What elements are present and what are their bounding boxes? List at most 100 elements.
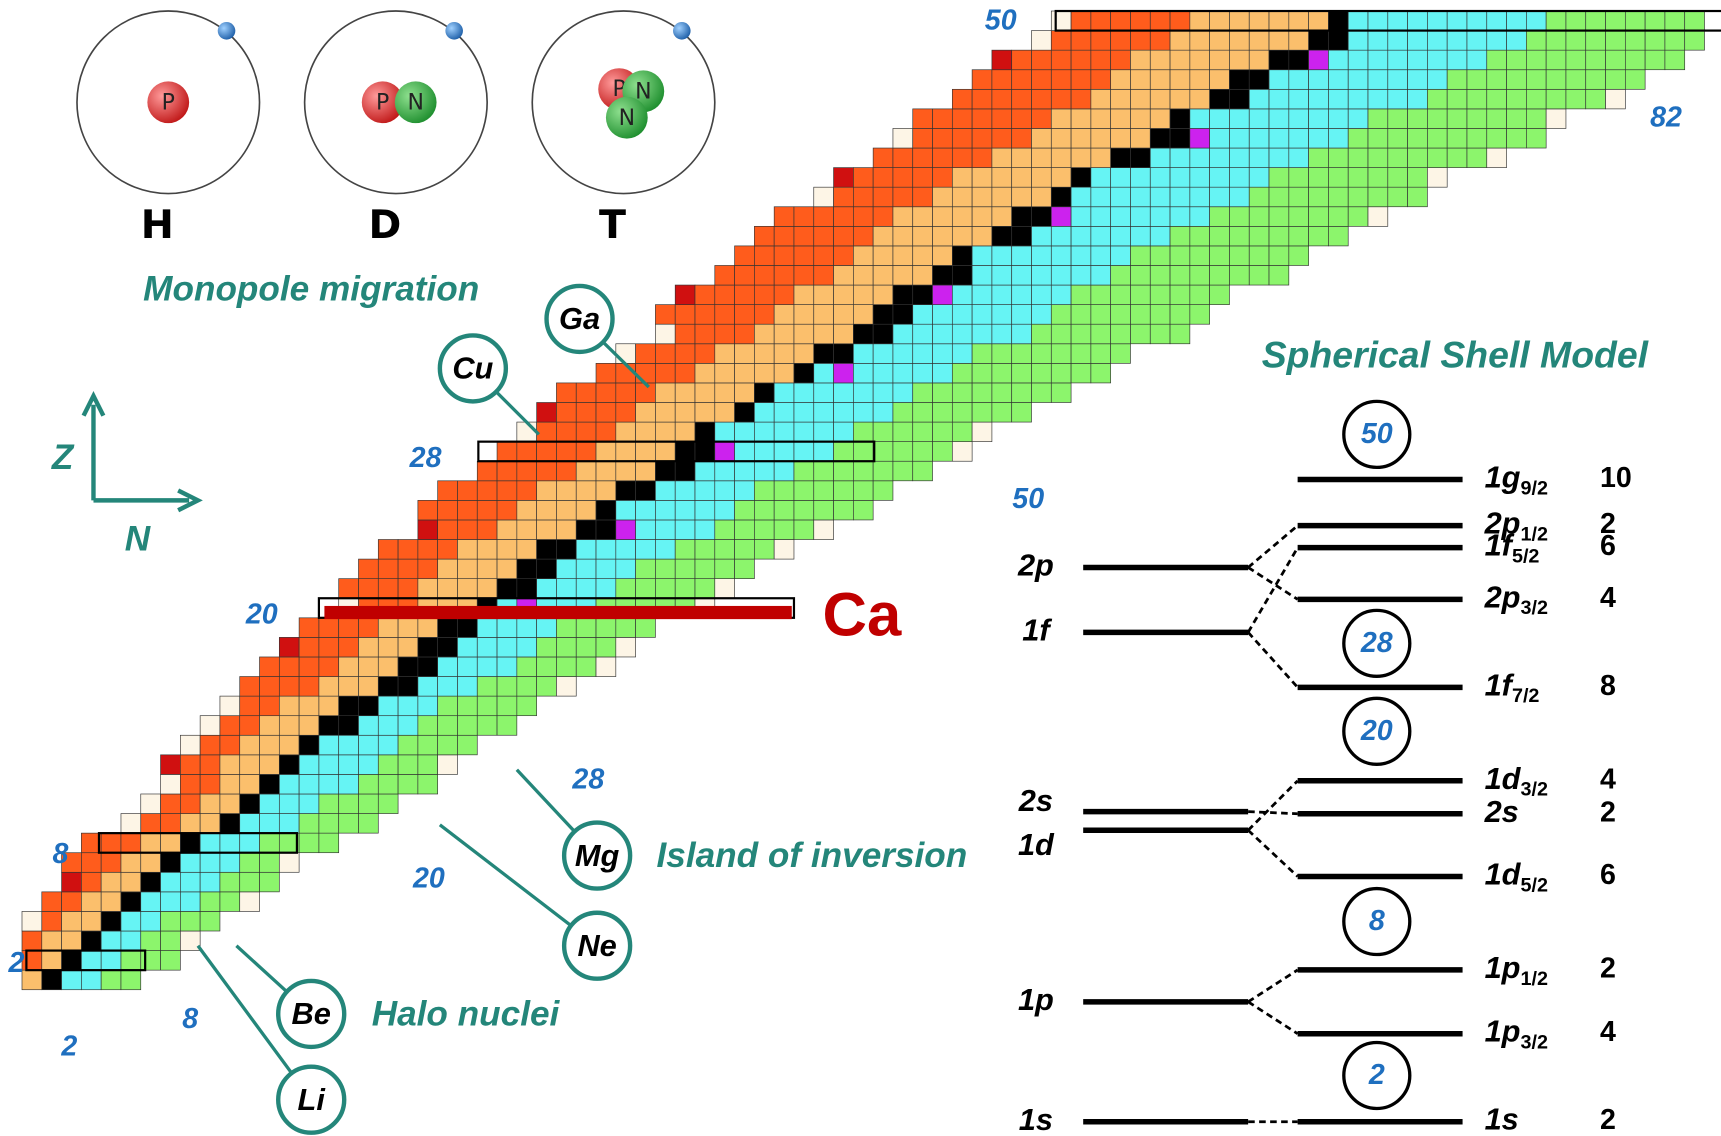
nuclide-cell <box>378 618 398 638</box>
nuclide-cell <box>636 461 656 481</box>
nuclide-cell <box>1408 31 1428 51</box>
nuclide-cell <box>1328 187 1348 207</box>
nuclide-cell <box>754 265 774 285</box>
element-label: Ga <box>559 301 600 336</box>
nuclide-cell <box>240 814 260 834</box>
nuclide-cell <box>873 265 893 285</box>
nuclide-cell <box>537 677 557 697</box>
nuclide-cell <box>1229 207 1249 227</box>
orbital-label: 1p1/2 <box>1485 950 1548 990</box>
nuclide-cell <box>378 637 398 657</box>
nuclide-cell <box>1051 89 1071 109</box>
nuclide-cell <box>180 931 200 951</box>
nuclide-cell <box>834 481 854 501</box>
nuclide-cell <box>972 207 992 227</box>
nuclide-cell <box>1210 168 1230 188</box>
orbital-label: 1f7/2 <box>1485 667 1540 707</box>
orbital: 1d <box>1485 857 1522 892</box>
nuclide-cell <box>1289 207 1309 227</box>
nuclide-cell <box>161 774 181 794</box>
nuclide-cell <box>893 383 913 403</box>
level-link <box>1248 548 1297 633</box>
nuclide-cell <box>438 735 458 755</box>
nuclide-cell <box>972 148 992 168</box>
nuclide-cell <box>952 363 972 383</box>
level-link <box>1248 1002 1297 1034</box>
nuclide-cell <box>774 324 794 344</box>
nuclide-cell <box>834 246 854 266</box>
nuclide-cell <box>1309 109 1329 129</box>
nuclide-cell <box>517 559 537 579</box>
nuclide-cell <box>992 324 1012 344</box>
nuclide-cell <box>260 814 280 834</box>
nuclide-cell <box>1309 11 1329 31</box>
nuclide-cell <box>1447 70 1467 90</box>
nuclide-cell <box>1071 128 1091 148</box>
nuclide-cell <box>438 716 458 736</box>
nuclide-cell <box>1249 187 1269 207</box>
nuclide-cell <box>814 246 834 266</box>
nuclide-cell <box>1150 285 1170 305</box>
nuclide-cell <box>537 520 557 540</box>
nuclide-cell <box>814 402 834 422</box>
nuclide-cell <box>1348 31 1368 51</box>
orbital-j: 7/2 <box>1512 685 1540 707</box>
nuclide-cell <box>794 344 814 364</box>
nuclide-cell <box>853 285 873 305</box>
orbital-label: 2s <box>1484 794 1519 829</box>
nuclide-cell <box>418 716 438 736</box>
nuclide-cell <box>1190 31 1210 51</box>
nuclide-cell <box>695 442 715 462</box>
nuclide-cell <box>873 305 893 325</box>
level-label: 1d <box>1018 827 1055 862</box>
nuclide-cell <box>913 226 933 246</box>
nuclide-cell <box>1507 11 1527 31</box>
nuclide-cell <box>477 637 497 657</box>
nuclide-cell <box>477 618 497 638</box>
nuclide-cell <box>1051 109 1071 129</box>
nuclide-cell <box>1091 363 1111 383</box>
nuclide-cell <box>933 363 953 383</box>
nuclide-cell <box>1249 109 1269 129</box>
nuclide-cell <box>794 285 814 305</box>
nuclide-cell <box>1032 305 1052 325</box>
nuclide-cell <box>240 696 260 716</box>
nuclide-cell <box>853 324 873 344</box>
nuclide-cell <box>1625 70 1645 90</box>
nuclide-cell <box>853 461 873 481</box>
nuclide-cell <box>1249 226 1269 246</box>
nuclide-cell <box>378 540 398 560</box>
nuclide-cell <box>1091 187 1111 207</box>
nuclide-cell <box>1526 31 1546 51</box>
nuclide-cell <box>101 911 121 931</box>
nuclide-cell <box>497 540 517 560</box>
level-label: 2s <box>1018 783 1053 818</box>
isotope-label: D <box>368 202 401 248</box>
nuclide-cell <box>161 853 181 873</box>
nuclide-cell <box>1368 11 1388 31</box>
nuclide-cell <box>754 442 774 462</box>
nuclide-cell <box>477 461 497 481</box>
nuclide-cell <box>339 716 359 736</box>
orbital-j: 5/2 <box>1520 875 1547 897</box>
nuclide-cell <box>754 540 774 560</box>
nuclide-cell <box>616 422 636 442</box>
nuclide-cell <box>576 618 596 638</box>
nuclide-cell <box>1091 89 1111 109</box>
nuclide-cell <box>1091 31 1111 51</box>
nuclide-cell <box>101 970 121 990</box>
nuclide-cell <box>279 677 299 697</box>
nuclide-cell <box>1467 11 1487 31</box>
nuclide-cell <box>477 520 497 540</box>
nuclide-cell <box>675 579 695 599</box>
gap-number: 50 <box>1361 418 1393 450</box>
nucleon-label: P <box>376 90 389 115</box>
nuclide-cell <box>1130 246 1150 266</box>
nuclide-cell <box>1210 265 1230 285</box>
nuclide-cell <box>834 207 854 227</box>
nuclide-cell <box>1071 11 1091 31</box>
nuclide-cell <box>477 481 497 501</box>
nuclide-cell <box>754 422 774 442</box>
nuclide-cell <box>1427 168 1447 188</box>
nuclide-cell <box>141 892 161 912</box>
